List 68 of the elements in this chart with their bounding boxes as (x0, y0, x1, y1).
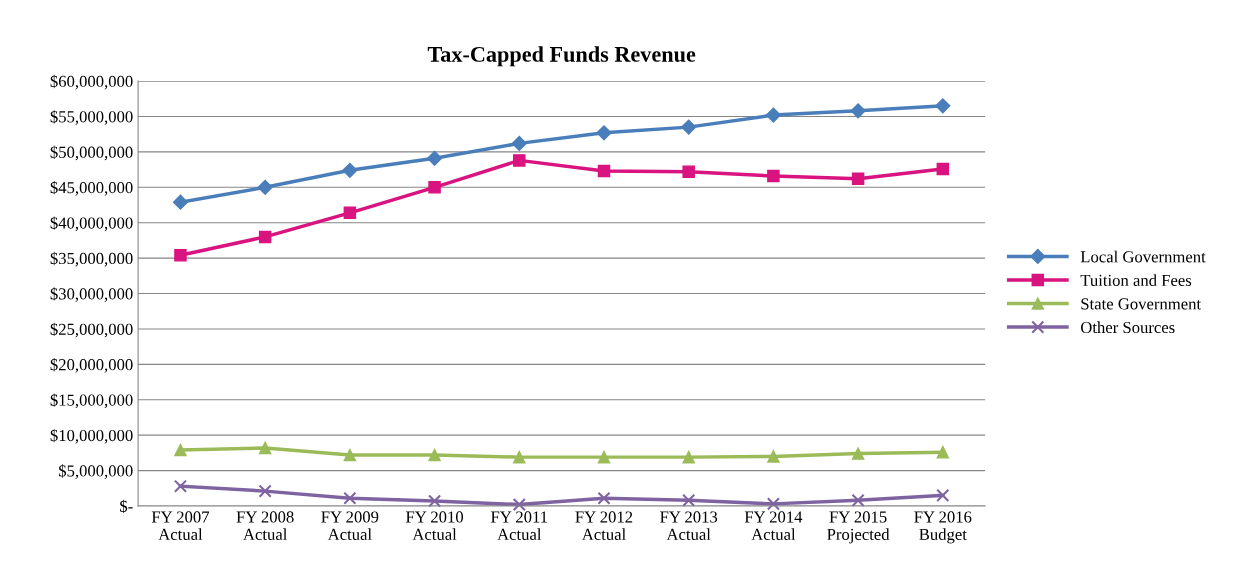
y-tick-label: $40,000,000 (50, 216, 133, 232)
x-tick-label: FY 2008 Actual (236, 511, 294, 541)
point (428, 448, 441, 462)
point (681, 119, 697, 135)
point (174, 249, 187, 262)
x-tick-label: FY 2012 Actual (575, 511, 633, 541)
point (767, 169, 780, 183)
x-tick-label: FY 2011 Actual (490, 511, 548, 541)
y-tick-label: $20,000,000 (50, 358, 133, 373)
legend-label: State Government (1081, 298, 1202, 310)
y-tick-label: $5,000,000 (58, 464, 133, 479)
point (597, 164, 611, 178)
point (851, 493, 865, 507)
y-tick-label: $15,000,000 (50, 393, 133, 409)
point (258, 230, 272, 244)
point (597, 450, 611, 464)
point (851, 447, 865, 460)
point (174, 443, 187, 457)
point (851, 172, 865, 186)
point (682, 165, 695, 178)
point (850, 103, 866, 119)
point (427, 494, 442, 508)
point (172, 194, 189, 210)
point (343, 448, 357, 462)
point (936, 162, 950, 176)
x-tick-label: FY 2007 Actual (151, 511, 210, 541)
point (343, 206, 357, 220)
point (258, 441, 272, 455)
point (513, 450, 526, 464)
y-tick-label: $- (120, 499, 133, 514)
point (682, 493, 696, 507)
point (935, 98, 951, 114)
chart-title: Tax-Capped Funds Revenue (427, 46, 696, 67)
x-tick-label: FY 2010 Actual (405, 511, 464, 541)
point (596, 125, 612, 141)
point (173, 479, 188, 493)
legend-label: Local Government (1080, 250, 1206, 263)
legend-label: Other Sources (1080, 321, 1175, 334)
x-tick-label: FY 2013 Actual (660, 511, 718, 541)
point (258, 484, 272, 498)
x-tick-label: FY 2015 Projected (827, 511, 890, 544)
y-tick-label: $50,000,000 (50, 145, 133, 161)
point (512, 497, 526, 512)
point (511, 135, 527, 151)
point (766, 497, 780, 511)
x-tick-label: FY 2009 Actual (321, 511, 379, 541)
y-tick-label: $60,000,000 (50, 74, 133, 90)
y-tick-label: $10,000,000 (50, 428, 133, 444)
point (682, 450, 695, 464)
point (342, 162, 358, 178)
x-tick-label: FY 2014 Actual (744, 511, 803, 541)
point (936, 488, 950, 502)
point (936, 445, 950, 459)
point (513, 154, 526, 167)
point (767, 450, 780, 463)
y-tick-label: $35,000,000 (50, 251, 133, 267)
point (428, 181, 441, 194)
x-tick-label: FY 2016 Budget (914, 511, 972, 544)
y-tick-label: $45,000,000 (50, 181, 133, 196)
y-tick-label: $30,000,000 (50, 287, 133, 302)
point (765, 107, 781, 123)
point (427, 150, 443, 166)
point (597, 491, 611, 505)
legend-label: Tuition and Fees (1080, 274, 1192, 286)
point (257, 179, 273, 195)
y-tick-label: $55,000,000 (50, 110, 133, 125)
y-tick-label: $25,000,000 (50, 322, 133, 338)
point (343, 491, 357, 505)
